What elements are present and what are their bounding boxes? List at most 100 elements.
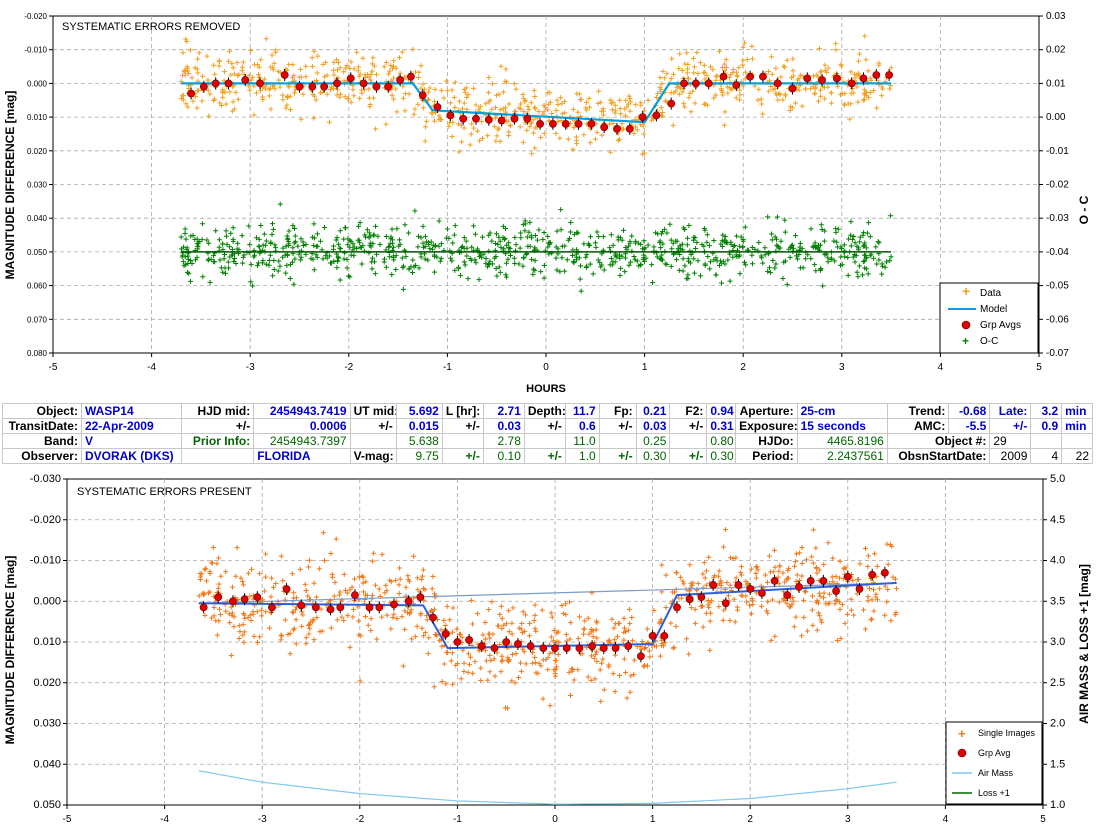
data-point xyxy=(583,99,589,105)
oc-point xyxy=(387,254,393,260)
oc-point xyxy=(558,207,564,213)
single-image-point xyxy=(548,634,554,640)
legend-loss-label: Loss +1 xyxy=(978,788,1010,798)
oc-point xyxy=(882,264,888,270)
legend-grp-marker xyxy=(961,320,971,330)
data-point xyxy=(810,84,816,90)
oc-point xyxy=(600,234,606,240)
single-image-point xyxy=(306,564,312,570)
oc-point xyxy=(562,268,568,274)
oc-point xyxy=(448,255,454,261)
data-point xyxy=(477,103,483,109)
single-image-point xyxy=(307,619,313,625)
single-image-point xyxy=(611,625,617,631)
single-image-point xyxy=(384,612,390,618)
single-image-point xyxy=(790,598,796,604)
oc-point xyxy=(193,257,199,263)
data-point xyxy=(284,94,290,100)
data-point xyxy=(194,105,200,111)
oc-point xyxy=(288,262,294,268)
grp-avg-point xyxy=(241,76,250,84)
single-image-point xyxy=(291,626,297,632)
oc-point xyxy=(649,262,655,268)
oc-point xyxy=(575,230,581,236)
x-tick-label: -1 xyxy=(453,814,462,825)
single-image-point xyxy=(792,558,798,564)
y-tick-label: -0.020 xyxy=(24,12,47,21)
oc-point xyxy=(431,252,437,258)
oc-point xyxy=(322,224,328,230)
oc-point xyxy=(680,268,686,274)
data-point xyxy=(283,105,289,111)
data-point xyxy=(393,86,399,92)
oc-point xyxy=(188,233,194,239)
grp-avg-point xyxy=(795,583,803,591)
single-image-point xyxy=(671,644,677,650)
grp-avg-point xyxy=(783,591,792,600)
oc-point xyxy=(765,214,771,220)
data-point xyxy=(298,66,304,72)
grp-avg-point xyxy=(490,644,499,653)
oc-point xyxy=(464,253,470,259)
oc-point xyxy=(789,242,795,248)
data-point xyxy=(662,75,668,81)
single-image-point xyxy=(830,555,836,561)
depth-err-value: 0.6 xyxy=(564,418,600,434)
single-image-point xyxy=(522,612,528,618)
grp-avg-point xyxy=(549,119,557,128)
data-point xyxy=(355,68,361,74)
x-tick-label: 2 xyxy=(747,814,753,825)
data-point xyxy=(284,102,290,108)
single-image-point xyxy=(662,640,668,646)
data-point xyxy=(195,56,201,62)
oc-point xyxy=(418,254,424,260)
oc-point xyxy=(553,255,559,261)
single-image-point xyxy=(680,578,686,584)
single-image-point xyxy=(688,605,694,611)
oc-point xyxy=(317,238,323,244)
data-point xyxy=(692,100,698,106)
data-point xyxy=(298,74,304,80)
data-point xyxy=(187,47,193,53)
data-point xyxy=(323,59,329,65)
data-point xyxy=(777,91,783,97)
single-image-point xyxy=(520,630,526,636)
single-image-point xyxy=(727,582,733,588)
grp-avg-point xyxy=(562,644,571,653)
oc-point xyxy=(887,258,893,264)
data-point xyxy=(287,93,293,99)
single-image-point xyxy=(450,681,456,687)
grp-avg-point xyxy=(704,79,713,88)
single-image-point xyxy=(885,561,891,567)
data-point xyxy=(525,103,531,109)
oc-point xyxy=(848,219,854,225)
single-image-point xyxy=(450,605,456,611)
single-image-point xyxy=(747,602,753,608)
oc-point xyxy=(668,263,674,269)
object-label: Object: xyxy=(2,403,82,419)
oc-point xyxy=(545,244,551,250)
data-point xyxy=(251,112,257,118)
oc-point xyxy=(592,240,598,246)
single-image-point xyxy=(278,637,284,643)
oc-point xyxy=(271,267,277,273)
oc-point xyxy=(529,235,535,241)
single-image-point xyxy=(336,592,342,598)
data-point xyxy=(324,91,330,97)
single-image-point xyxy=(523,661,529,667)
single-image-point xyxy=(892,612,898,618)
oc-point xyxy=(489,238,495,244)
single-image-point xyxy=(223,569,229,575)
oc-point xyxy=(486,232,492,238)
data-point xyxy=(291,73,297,79)
single-image-point xyxy=(300,612,306,618)
oc-point xyxy=(298,257,304,263)
data-point xyxy=(366,95,372,101)
oc-point xyxy=(213,228,219,234)
oc-point xyxy=(473,260,479,266)
data-point xyxy=(664,71,670,77)
single-image-point xyxy=(461,669,467,675)
data-point xyxy=(263,36,269,42)
single-image-point xyxy=(718,580,724,586)
oc-point xyxy=(389,272,395,278)
